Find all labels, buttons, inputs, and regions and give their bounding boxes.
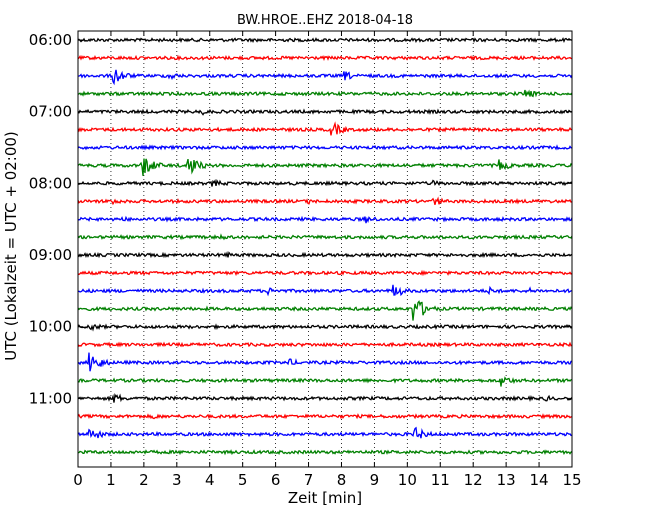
x-tick-label: 14: [530, 471, 549, 489]
seismogram-trace: [77, 426, 573, 439]
seismogram-trace: [77, 215, 573, 224]
x-tick-label: 15: [562, 471, 581, 489]
seismogram-trace: [77, 300, 573, 321]
y-tick-label: 10:00: [29, 318, 72, 336]
axis-ticks: 0 1 2 3 4 5 6 7 8 9 10 11 12 13 14 1506:0007:0008:0009:…: [29, 31, 582, 489]
x-tick-label: 7: [304, 471, 314, 489]
x-tick-label: 4: [205, 471, 215, 489]
x-tick-label: 11: [431, 471, 450, 489]
seismogram-trace: [77, 323, 573, 332]
y-tick-label: 11:00: [29, 389, 72, 407]
seismogram-traces: [77, 37, 573, 456]
y-axis-label: UTC (Lokalzeit = UTC + 02:00): [2, 131, 20, 361]
seismogram-trace: [77, 54, 573, 62]
seismogram-trace: [77, 89, 573, 98]
x-tick-label: 10: [398, 471, 417, 489]
x-tick-label: 13: [497, 471, 516, 489]
y-tick-label: 07:00: [29, 103, 72, 121]
seismogram-trace: [77, 233, 573, 241]
seismogram-trace: [77, 393, 573, 403]
y-tick-label: 09:00: [29, 246, 72, 264]
chart-title: BW.HROE..EHZ 2018-04-18: [237, 13, 413, 28]
seismogram-trace: [77, 269, 573, 277]
seismogram-trace: [77, 250, 573, 259]
seismogram-trace: [77, 121, 573, 136]
seismogram-trace: [77, 352, 573, 372]
x-tick-label: 1: [106, 471, 116, 489]
seismogram-trace: [77, 376, 573, 387]
seismogram-trace: [77, 413, 573, 420]
seismogram-trace: [77, 37, 573, 44]
seismogram-trace: [77, 196, 573, 206]
x-tick-label: 3: [172, 471, 182, 489]
x-tick-label: 9: [370, 471, 380, 489]
x-tick-label: 2: [139, 471, 149, 489]
x-axis-label: Zeit [min]: [288, 489, 362, 507]
plot-area-frame: [77, 30, 573, 468]
y-tick-label: 08:00: [29, 174, 72, 192]
seismogram-trace: [77, 341, 573, 348]
x-tick-label: 8: [337, 471, 347, 489]
seismogram-trace: [77, 449, 573, 456]
seismogram-trace: [77, 284, 573, 297]
x-grid: [110, 31, 540, 467]
x-tick-label: 5: [238, 471, 248, 489]
y-tick-label: 06:00: [29, 31, 72, 49]
seismogram-trace: [77, 144, 572, 151]
x-tick-label: 6: [271, 471, 281, 489]
x-tick-label: 12: [464, 471, 483, 489]
x-tick-label: 0: [73, 471, 83, 489]
seismogram-trace: [77, 108, 573, 116]
seismogram-trace: [77, 158, 573, 176]
seismogram-trace: [77, 69, 573, 86]
seismogram-trace: [77, 178, 573, 187]
